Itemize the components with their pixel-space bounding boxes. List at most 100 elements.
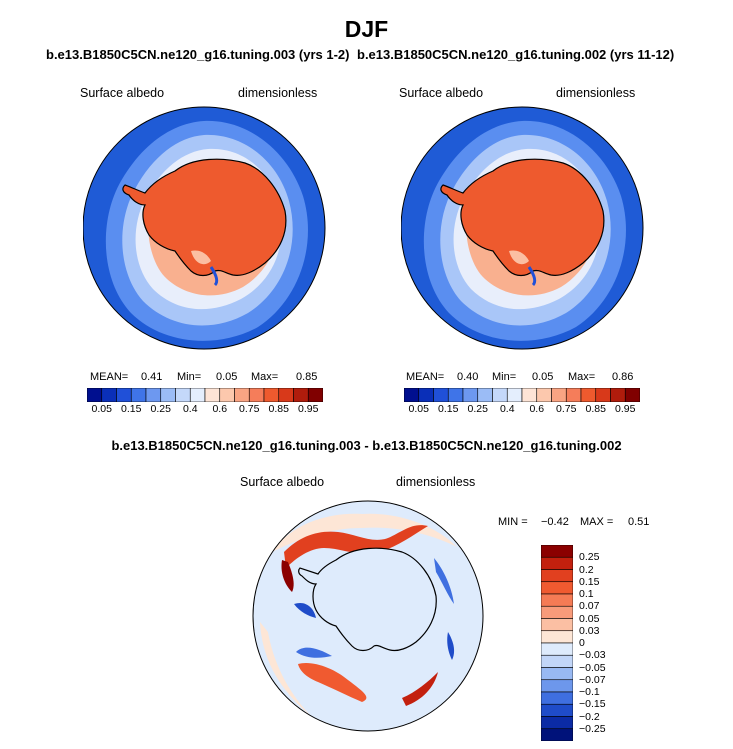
left-colorbar-swatch [248, 388, 265, 402]
left-antarctica [122, 158, 287, 277]
diff-patch-1 [272, 513, 457, 552]
diff-colorbar-tick-label: −0.1 [579, 686, 600, 698]
left-colorbar-swatch [145, 388, 162, 402]
diff-max-value: 0.51 [628, 516, 650, 528]
right-antarctica [440, 158, 605, 277]
diff-colorbar-tick-label: −0.15 [579, 698, 606, 711]
diff-colorbar-swatch [541, 679, 573, 693]
left-colorbar-swatch [189, 388, 206, 402]
diff-units-label: dimensionless [396, 475, 476, 489]
right-case-label: b.e13.B1850C5CN.ne120_g16.tuning.002 (yr… [357, 47, 675, 62]
figure-title: DJF [344, 16, 389, 42]
right-colorbar-swatch [521, 388, 538, 402]
right-polar-map [401, 106, 644, 350]
diff-colorbar-tick-label: 0.2 [579, 563, 594, 576]
left-colorbar-swatch [87, 388, 103, 402]
diff-colorbar-tick-label: −0.07 [579, 673, 606, 686]
left-colorbar-swatch [219, 388, 235, 402]
diff-colorbar-swatch [541, 605, 573, 619]
right-mean-value: 0.40 [457, 371, 479, 383]
diff-colorbar-tick-label: 0.03 [579, 624, 600, 637]
left-colorbar-tick-label: 0.4 [182, 403, 198, 415]
right-colorbar-swatch [624, 388, 640, 402]
left-colorbar-tick-label: 0.05 [91, 403, 112, 415]
right-colorbar-tick-label: 0.25 [467, 403, 488, 415]
difference-title: b.e13.B1850C5CN.ne120_g16.tuning.003 - b… [111, 438, 622, 453]
right-colorbar-swatch [551, 388, 567, 402]
left-colorbar-tick-label: 0.85 [268, 403, 289, 415]
diff-pos-spot-southeast [402, 672, 438, 706]
diff-variable-label: Surface albedo [240, 475, 325, 489]
right-max-label: Max= [568, 371, 596, 383]
diff-min-label: MIN = [498, 516, 528, 528]
diff-max-spot [281, 560, 294, 592]
diff-colorbar-tick-label: 0.1 [579, 588, 594, 600]
right-colorbar-tick-label: 0.4 [499, 403, 515, 415]
left-colorbar-swatch [130, 388, 147, 402]
diff-pos-band-north [284, 525, 428, 568]
right-colorbar-swatch [477, 388, 493, 402]
diff-colorbar-tick-label: 0 [579, 637, 585, 649]
diff-colorbar-swatch [541, 728, 573, 741]
diff-colorbar-swatch [541, 618, 573, 632]
diff-colorbar-swatch [541, 630, 573, 644]
left-colorbar-swatch [307, 388, 323, 402]
right-colorbar-tick-label: 0.75 [556, 403, 577, 415]
diff-min-value: −0.42 [541, 516, 569, 528]
right-colorbar-tick-label: 0.95 [615, 403, 636, 415]
diff-max-label: MAX = [580, 516, 614, 528]
diff-colorbar-tick-label: −0.25 [579, 722, 606, 735]
left-colorbar-swatch [293, 388, 309, 402]
left-colorbar-swatch [234, 388, 250, 402]
diff-colorbar-tick-label: 0.15 [579, 575, 600, 588]
left-colorbar [87, 388, 323, 402]
right-units-label: dimensionless [556, 86, 636, 100]
right-colorbar-swatch [433, 388, 449, 402]
diff-antarctica [298, 547, 437, 652]
left-polar-map [83, 106, 326, 350]
left-colorbar-swatch [101, 388, 117, 402]
diff-colorbar-swatch [541, 642, 573, 656]
right-colorbar-tick-label: 0.05 [408, 403, 429, 415]
diff-colorbar-tick-label: −0.03 [579, 649, 606, 662]
diff-patch-2 [260, 622, 312, 717]
left-colorbar-tick-label: 0.6 [212, 403, 228, 415]
right-max-value: 0.86 [612, 371, 634, 383]
left-colorbar-swatch [175, 388, 191, 402]
left-ross-sea-ice [191, 250, 211, 265]
left-colorbar-tick-label: 0.15 [121, 403, 142, 415]
left-case-label: b.e13.B1850C5CN.ne120_g16.tuning.003 (yr… [46, 47, 350, 62]
right-colorbar [404, 388, 640, 402]
diff-colorbar-tick-label: −0.2 [579, 710, 600, 723]
right-colorbar-tick-label: 0.85 [585, 403, 606, 415]
diff-pos-band-south [298, 662, 367, 702]
right-colorbar-swatch [565, 388, 582, 402]
left-variable-label: Surface albedo [80, 86, 165, 100]
left-max-label: Max= [251, 371, 279, 383]
diff-neg-band-east [434, 558, 454, 604]
left-min-value: 0.05 [216, 371, 238, 383]
left-colorbar-tick-label: 0.75 [239, 403, 260, 415]
left-colorbar-tick-label: 0.25 [150, 403, 171, 415]
left-units-label: dimensionless [238, 86, 318, 100]
diff-colorbar-swatch [541, 654, 573, 668]
diff-colorbar-swatch [541, 569, 573, 583]
right-colorbar-swatch [418, 388, 434, 402]
right-min-value: 0.05 [532, 371, 554, 383]
left-colorbar-ticks: 0.05 0.15 0.25 0.4 0.6 0.75 0.85 0.95 [87, 403, 323, 417]
right-ross-sea-ice [509, 250, 529, 265]
left-min-label: Min= [177, 371, 202, 383]
left-mean-label: MEAN= [90, 371, 129, 383]
right-colorbar-ticks: 0.05 0.15 0.25 0.4 0.6 0.75 0.85 0.95 [404, 403, 640, 417]
right-colorbar-swatch [462, 388, 479, 402]
left-map-border [83, 106, 326, 350]
diff-colorbar-swatch [541, 545, 573, 558]
right-map-border [401, 106, 644, 350]
right-colorbar-swatch [595, 388, 611, 402]
diff-colorbar [541, 545, 573, 741]
left-max-value: 0.85 [296, 371, 318, 383]
right-colorbar-swatch [447, 388, 464, 402]
right-colorbar-swatch [506, 388, 523, 402]
right-colorbar-swatch [492, 388, 508, 402]
diff-colorbar-swatch [541, 581, 573, 595]
